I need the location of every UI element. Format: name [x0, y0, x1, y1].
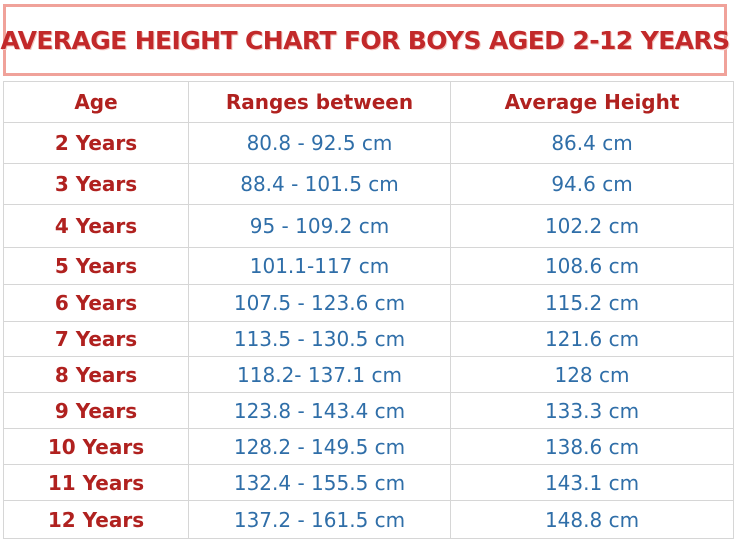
age-cell: 4 Years — [3, 204, 189, 248]
range-cell: 101.1-117 cm — [188, 247, 451, 285]
range-cell: 107.5 - 123.6 cm — [188, 284, 451, 322]
range-cell: 95 - 109.2 cm — [188, 204, 451, 248]
table-row: 9 Years 123.8 - 143.4 cm 133.3 cm — [3, 392, 734, 429]
table-row: 2 Years 80.8 - 92.5 cm 86.4 cm — [3, 122, 734, 164]
range-cell: 88.4 - 101.5 cm — [188, 163, 451, 205]
age-cell: 5 Years — [3, 247, 189, 285]
average-cell: 133.3 cm — [450, 392, 734, 429]
age-cell: 6 Years — [3, 284, 189, 322]
title-banner: Average Height Chart for Boys Aged 2-12 … — [0, 4, 731, 76]
page-title: Average Height Chart for Boys Aged 2-12 … — [0, 25, 731, 55]
age-cell: 10 Years — [3, 428, 189, 465]
header-average: Average Height — [450, 81, 734, 123]
average-cell: 86.4 cm — [450, 122, 734, 164]
table-row: 6 Years 107.5 - 123.6 cm 115.2 cm — [3, 284, 734, 322]
table-row: 11 Years 132.4 - 155.5 cm 143.1 cm — [3, 464, 734, 501]
table-row: 5 Years 101.1-117 cm 108.6 cm — [3, 247, 734, 285]
height-table: Age Ranges between Average Height 2 Year… — [3, 81, 734, 539]
age-cell: 8 Years — [3, 356, 189, 393]
table-row: 10 Years 128.2 - 149.5 cm 138.6 cm — [3, 428, 734, 465]
average-cell: 115.2 cm — [450, 284, 734, 322]
age-cell: 11 Years — [3, 464, 189, 501]
age-cell: 3 Years — [3, 163, 189, 205]
table-row: 12 Years 137.2 - 161.5 cm 148.8 cm — [3, 500, 734, 539]
table-row: 8 Years 118.2- 137.1 cm 128 cm — [3, 356, 734, 393]
range-cell: 137.2 - 161.5 cm — [188, 500, 451, 539]
average-cell: 108.6 cm — [450, 247, 734, 285]
header-row: Age Ranges between Average Height — [3, 81, 734, 123]
table-row: 3 Years 88.4 - 101.5 cm 94.6 cm — [3, 163, 734, 205]
range-cell: 113.5 - 130.5 cm — [188, 321, 451, 357]
table-row: 7 Years 113.5 - 130.5 cm 121.6 cm — [3, 321, 734, 357]
range-cell: 80.8 - 92.5 cm — [188, 122, 451, 164]
average-cell: 102.2 cm — [450, 204, 734, 248]
age-cell: 12 Years — [3, 500, 189, 539]
range-cell: 132.4 - 155.5 cm — [188, 464, 451, 501]
average-cell: 143.1 cm — [450, 464, 734, 501]
table-row: 4 Years 95 - 109.2 cm 102.2 cm — [3, 204, 734, 248]
header-range: Ranges between — [188, 81, 451, 123]
range-cell: 123.8 - 143.4 cm — [188, 392, 451, 429]
average-cell: 121.6 cm — [450, 321, 734, 357]
average-cell: 148.8 cm — [450, 500, 734, 539]
average-cell: 138.6 cm — [450, 428, 734, 465]
age-cell: 9 Years — [3, 392, 189, 429]
average-cell: 128 cm — [450, 356, 734, 393]
average-cell: 94.6 cm — [450, 163, 734, 205]
range-cell: 128.2 - 149.5 cm — [188, 428, 451, 465]
age-cell: 2 Years — [3, 122, 189, 164]
range-cell: 118.2- 137.1 cm — [188, 356, 451, 393]
header-age: Age — [3, 81, 189, 123]
age-cell: 7 Years — [3, 321, 189, 357]
